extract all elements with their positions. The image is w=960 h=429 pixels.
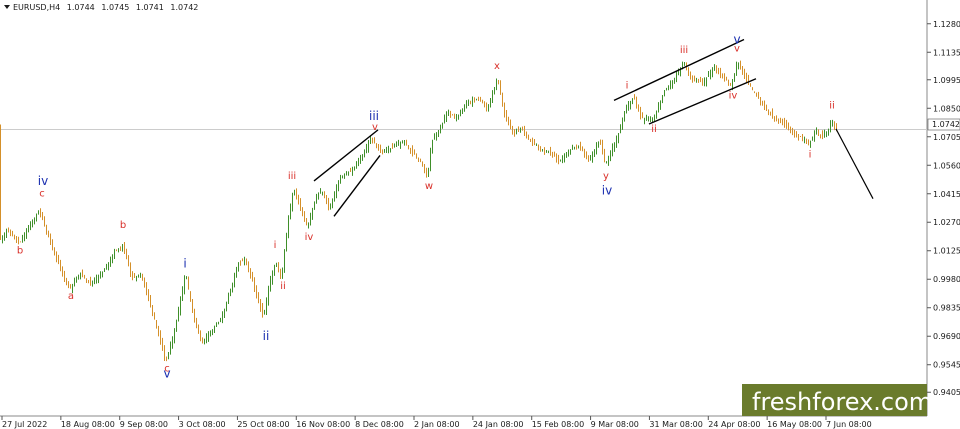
wave-label-red: i (274, 240, 277, 251)
wave-label-blue: iii (369, 109, 379, 123)
watermark-text: freshforex.com (752, 388, 932, 416)
price-tick-label: 1.0415 (933, 190, 960, 199)
time-tick-label: 9 Mar 08:00 (591, 420, 639, 429)
forecast-line-layer (835, 128, 874, 199)
header-close: 1.0742 (170, 3, 198, 12)
svg-text:EURUSD,H4 1.0744 1: EURUSD,H4 1.0744 1.0745 1.0741 1.0742 (13, 3, 198, 12)
time-tick-label: 3 Oct 08:00 (179, 420, 226, 429)
header-high: 1.0745 (101, 3, 129, 12)
price-tick-label: 0.9405 (933, 388, 960, 397)
wave-label-blue: v (163, 367, 170, 381)
channel-line[interactable] (313, 129, 379, 182)
wave-label-red: i (626, 81, 629, 92)
wave-label-blue: v (733, 32, 740, 46)
time-tick-label: 24 Apr 08:00 (708, 420, 760, 429)
wave-label-red: w (425, 181, 433, 192)
wave-label-red: c (164, 364, 170, 375)
time-tick-label: 15 Feb 08:00 (532, 420, 584, 429)
time-tick-label: 2 Jan 08:00 (414, 420, 460, 429)
wave-label-blue: iv (38, 174, 48, 188)
channel-line[interactable] (613, 38, 745, 102)
time-tick-label: 27 Jul 2022 (2, 420, 47, 429)
price-tick-label: 0.9980 (933, 275, 960, 284)
price-tick-label: 0.9690 (933, 332, 960, 341)
channel-line[interactable] (333, 155, 381, 217)
price-tick-label: 0.9545 (933, 361, 960, 370)
time-tick-label: 16 Nov 08:00 (296, 420, 350, 429)
time-tick-label: 24 Jan 08:00 (473, 420, 524, 429)
wave-label-red: ii (280, 281, 286, 292)
time-tick-label: 16 May 08:00 (767, 420, 822, 429)
price-axis: 1.1280 1.1135 1.0995 1.0850 1.0705 1.0560 1.04… (927, 20, 960, 397)
current-price-value: 1.0742 (932, 120, 960, 129)
wave-label-red: iii (288, 171, 296, 182)
wave-label-blue: i (183, 256, 186, 270)
price-tick-label: 1.1280 (933, 20, 960, 29)
price-tick-label: 1.1135 (933, 48, 960, 57)
time-tick-label: 8 Dec 08:00 (355, 420, 404, 429)
header-low: 1.0741 (136, 3, 164, 12)
wave-label-red: b (120, 220, 126, 231)
chart-plot-area (0, 0, 927, 416)
time-tick-label: 31 Mar 08:00 (649, 420, 702, 429)
price-tick-label: 1.0850 (933, 104, 960, 113)
watermark: freshforex.com (742, 384, 932, 416)
wave-label-blue: ii (263, 329, 270, 343)
price-tick-label: 0.9835 (933, 304, 960, 313)
price-tick-label: 1.0705 (933, 133, 960, 142)
wave-label-red: c (39, 189, 45, 200)
chart-header: EURUSD,H4 1.0744 1.0745 1.0741 1.0742 (4, 3, 198, 12)
wave-label-red: i (809, 149, 812, 160)
time-axis: 27 Jul 2022 18 Aug 08:00 9 Sep 08:00 3 Oct … (1, 416, 872, 429)
wave-label-red: ii (829, 100, 835, 111)
wave-label-red: a (68, 291, 74, 302)
dropdown-triangle-icon[interactable] (4, 5, 10, 9)
channel-line[interactable] (648, 78, 757, 125)
channel-lines-layer (313, 38, 757, 217)
current-price-tag: 1.0742 (927, 118, 960, 131)
forecast-line[interactable] (835, 128, 874, 199)
candles-layer (0, 60, 837, 362)
wave-label-blue: iv (602, 184, 612, 198)
time-tick-label: 25 Oct 08:00 (237, 420, 289, 429)
header-symbol: EURUSD,H4 (13, 3, 60, 12)
wave-label-red: iv (305, 232, 314, 243)
time-tick-label: 7 Jun 08:00 (826, 420, 872, 429)
wave-label-red: iv (729, 90, 738, 101)
time-tick-label: 18 Aug 08:00 (61, 420, 115, 429)
watermark-background (742, 384, 927, 416)
price-tick-label: 1.0560 (933, 161, 960, 170)
wave-label-red: ii (651, 124, 657, 135)
wave-label-red: x (494, 61, 500, 72)
wave-label-red: v (734, 43, 740, 54)
price-tick-label: 1.0995 (933, 76, 960, 85)
wave-label-red: y (603, 171, 609, 182)
wave-label-red: b (17, 246, 23, 257)
wave-label-red: iii (680, 45, 688, 56)
price-tick-label: 1.0270 (933, 218, 960, 227)
wave-label-red: v (372, 122, 378, 133)
header-open: 1.0744 (67, 3, 95, 12)
time-tick-label: 9 Sep 08:00 (120, 420, 168, 429)
price-tick-label: 1.0125 (933, 247, 960, 256)
